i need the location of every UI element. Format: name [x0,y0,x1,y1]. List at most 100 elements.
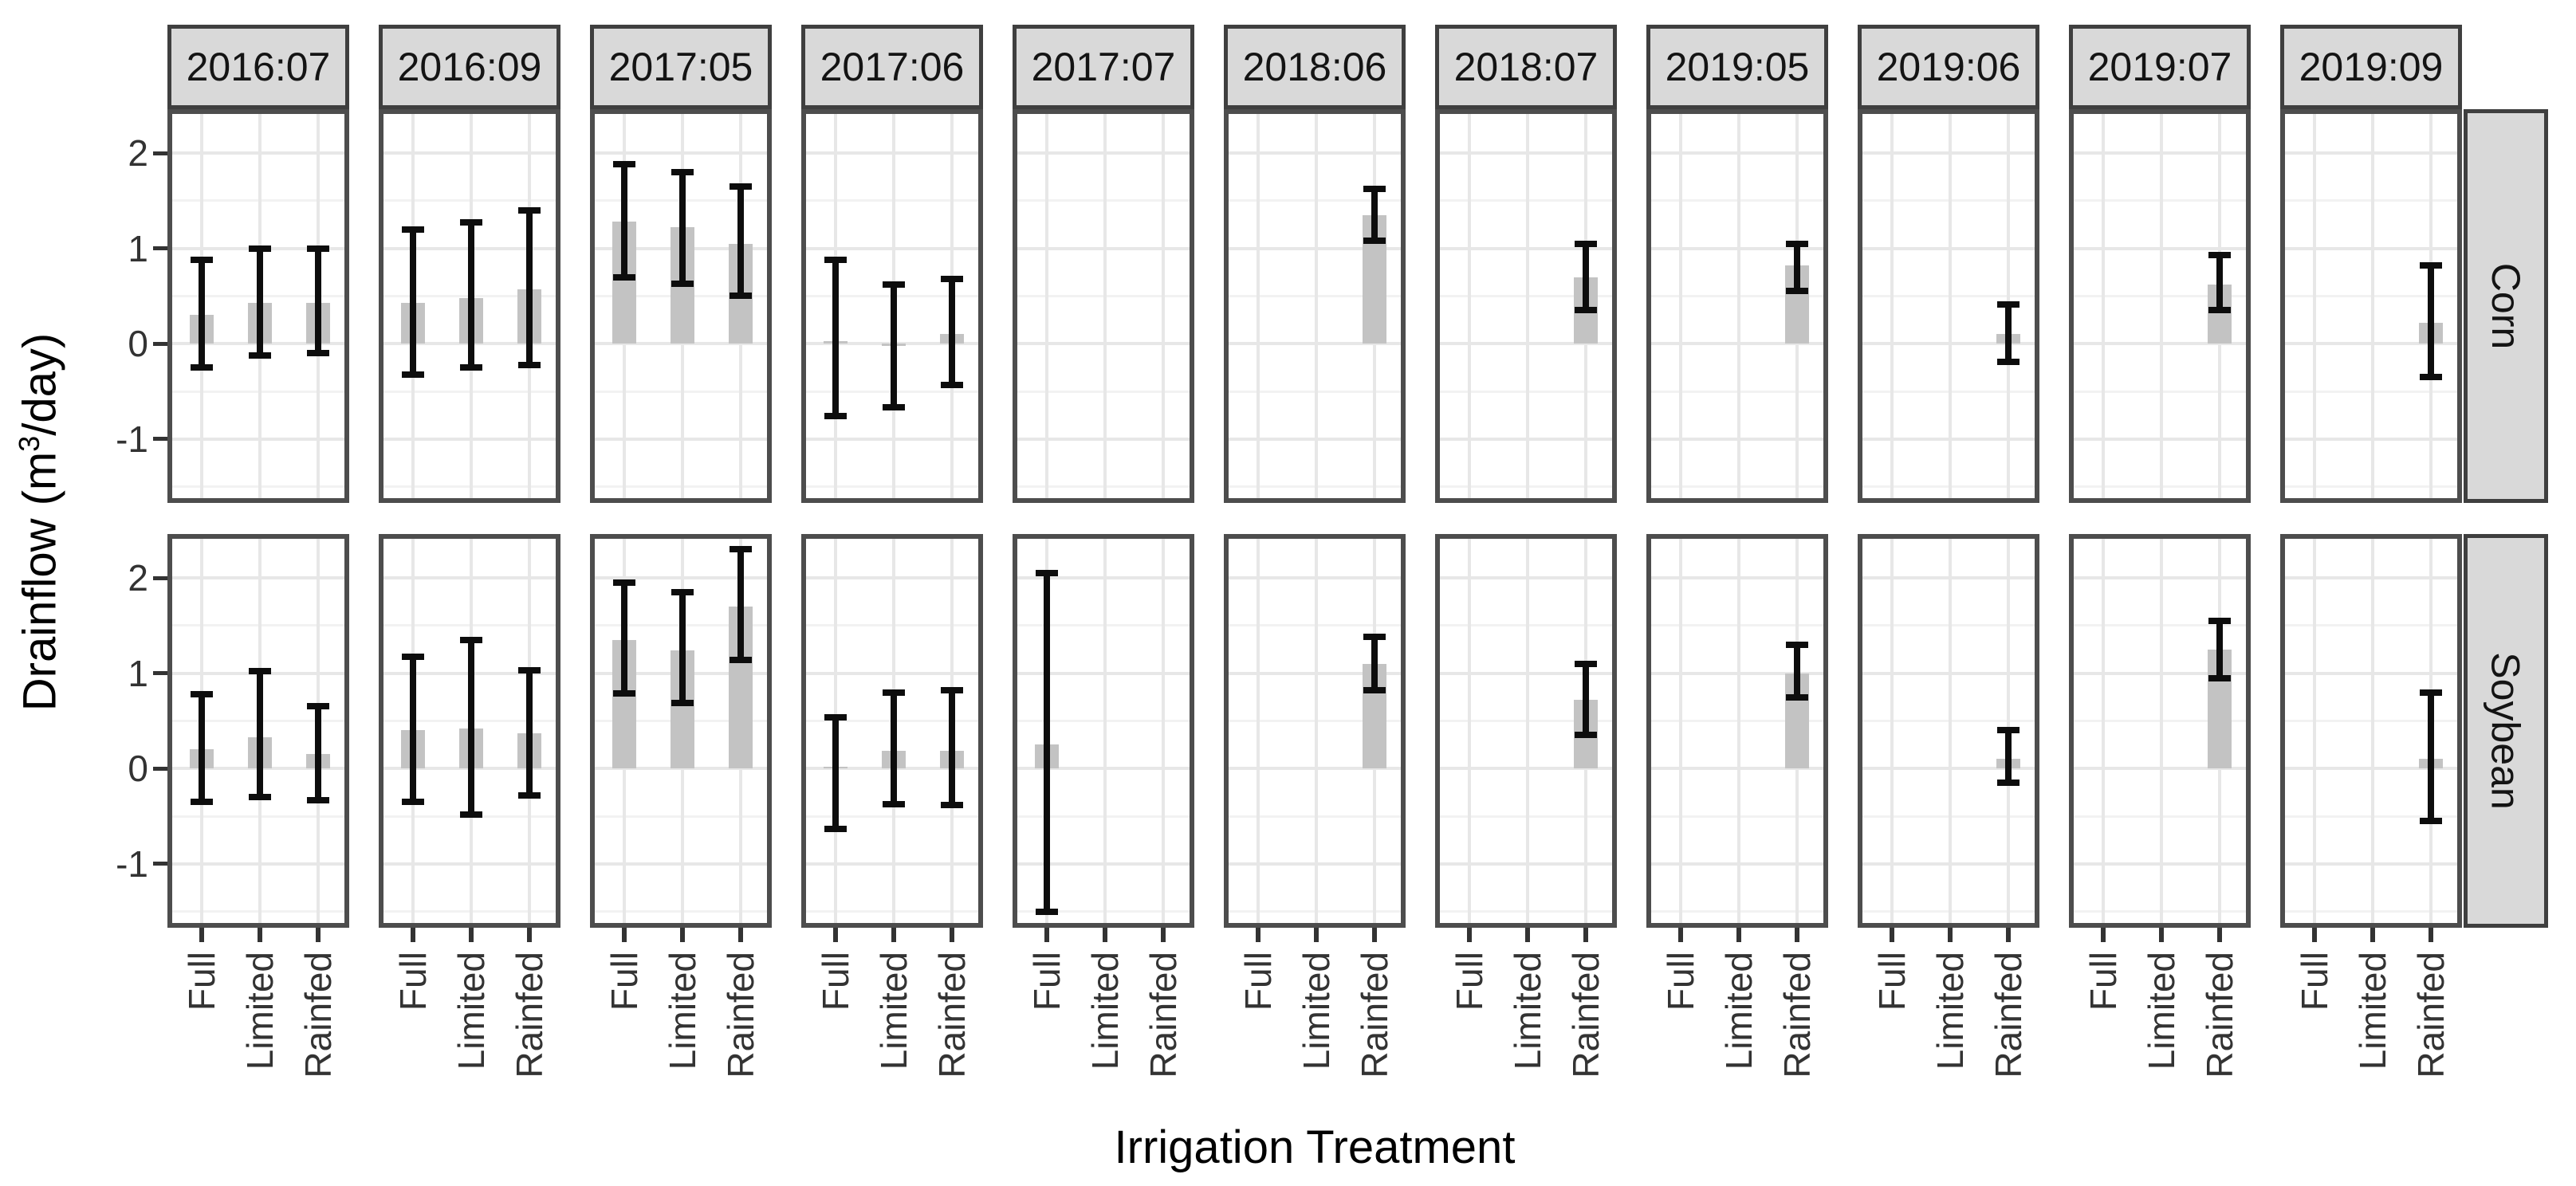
facet-strip-label: Corn [2484,262,2528,350]
error-bar-cap-bottom [2420,818,2443,825]
error-bar-cap-top [613,161,636,168]
gridline-minor [2285,910,2457,913]
gridline-minor [383,910,556,913]
error-bar-cap-bottom [671,280,694,287]
gridline-major [1017,671,1190,675]
gridline-minor [1862,294,2035,297]
x-axis-tick [1103,928,1108,942]
x-tick-label-Limited: Limited [2352,952,2394,1070]
facet-strip-label: 2019:06 [1876,45,2021,89]
facet-strip-2018:07: 2018:07 [1435,25,1617,109]
y-tick-label-2: 2 [128,132,148,175]
x-axis-tick [950,928,955,942]
error-bar-line [315,248,322,354]
gridline-major [2285,151,2457,155]
facet-strip-label: 2016:07 [186,45,331,89]
facet-strip-label: 2017:07 [1031,45,1176,89]
gridline-minor [1651,199,1823,202]
gridline-major [1440,767,1612,771]
x-tick-label-Limited: Limited [239,952,281,1070]
gridline-vertical [1315,539,1319,923]
x-axis-tick [2101,928,2106,942]
gridline-vertical [1679,114,1683,498]
gridline-major [1229,576,1401,580]
error-bar-cap-top [824,713,848,721]
gridline-minor [1862,485,2035,489]
gridline-minor [1017,910,1190,913]
x-tick-label-Full: Full [1660,952,1702,1011]
error-bar-cap-bottom [883,404,906,411]
error-bar-line [949,690,956,805]
gridline-major [1017,437,1190,441]
gridline-major [383,576,556,580]
gridline-minor [383,485,556,489]
error-bar-cap-bottom [613,273,636,281]
gridline-vertical [1949,539,1953,923]
facet-strip-label: 2017:06 [820,45,965,89]
facet-strip-label: 2017:05 [608,45,753,89]
gridline-vertical [2313,114,2317,498]
gridline-minor [2074,624,2246,627]
gridline-vertical [2371,539,2375,923]
error-bar-line [949,278,956,385]
y-tick-label-0: 0 [128,323,148,365]
gridline-minor [2285,294,2457,297]
gridline-vertical [1045,114,1049,498]
gridline-major [1440,151,1612,155]
gridline-major [1229,246,1401,250]
x-tick-label-Full: Full [604,952,646,1011]
gridline-major [2074,576,2246,580]
error-bar-cap-bottom [2208,307,2232,314]
error-bar-cap-bottom [1997,780,2020,787]
error-bar-cap-top [824,256,848,263]
error-bar-cap-bottom [730,656,753,663]
x-axis-title: Irrigation Treatment [1114,1121,1516,1173]
gridline-minor [2074,294,2246,297]
gridline-minor [806,910,978,913]
gridline-vertical [1103,114,1107,498]
gridline-major [595,576,767,580]
gridline-major [1440,342,1612,346]
error-bar-line [2005,304,2012,362]
x-axis-tick [1161,928,1166,942]
gridline-minor [2285,719,2457,722]
error-bar-cap-bottom [824,413,848,420]
gridline-major [172,862,344,866]
error-bar-line [621,583,628,693]
gridline-vertical [2102,539,2106,923]
error-bar-cap-bottom [460,811,483,818]
gridline-major [1862,437,2035,441]
gridline-major [1862,246,2035,250]
error-bar-cap-top [730,183,753,190]
error-bar-line [679,171,686,284]
gridline-major [2285,671,2457,675]
error-bar-line [2216,255,2224,311]
error-bar-line [315,706,322,800]
error-bar-cap-top [2420,689,2443,696]
gridline-major [806,576,978,580]
y-tick-label-0: 0 [128,748,148,790]
gridline-major [1651,246,1823,250]
error-bar-cap-bottom [191,364,214,371]
x-axis-tick [2006,928,2012,942]
x-tick-label-Limited: Limited [873,952,915,1070]
y-tick-label-1: 1 [128,652,148,694]
gridline-minor [1229,815,1401,818]
gridline-minor [1862,624,2035,627]
gridline-major [1440,437,1612,441]
gridline-vertical [1737,114,1741,498]
gridline-vertical [2160,539,2164,923]
gridline-minor [806,485,978,489]
gridline-minor [383,390,556,393]
gridline-vertical [2102,114,2106,498]
x-tick-label-Full: Full [1026,952,1068,1011]
x-axis-tick [1890,928,1895,942]
gridline-major [1017,767,1190,771]
error-bar-line [526,670,533,795]
error-bar-line [410,229,417,375]
gridline-minor [806,815,978,818]
gridline-major [595,342,767,346]
gridline-major [1229,767,1401,771]
error-bar-cap-bottom [1997,358,2020,365]
gridline-minor [1440,199,1612,202]
